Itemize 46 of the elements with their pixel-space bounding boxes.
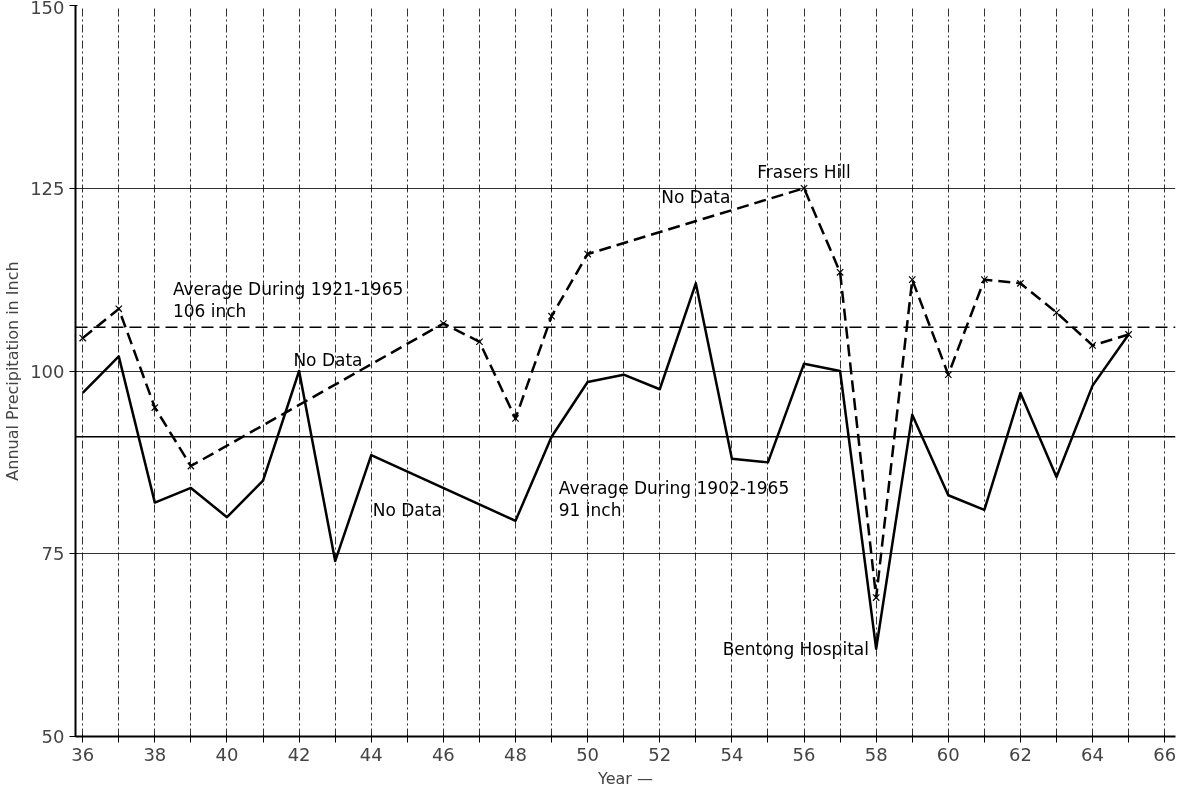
x-tick-label: 48 (504, 743, 527, 765)
x-tick-label: 38 (143, 743, 167, 765)
series-label: Bentong Hospital (722, 638, 869, 659)
y-tick-label: 75 (41, 543, 65, 565)
x-axis-title: Year — (597, 768, 653, 788)
x-tick-label: 36 (71, 743, 95, 765)
point (800, 184, 808, 193)
x-tick-label: 50 (576, 743, 600, 765)
x-tick-label: 40 (215, 743, 239, 765)
point (1124, 330, 1133, 339)
point (872, 593, 880, 602)
point (439, 319, 448, 328)
x-tick-label: 64 (1081, 743, 1104, 765)
y-tick-label: 50 (41, 726, 65, 747)
point (836, 268, 844, 277)
point (78, 334, 87, 342)
annotation: No Data (372, 499, 442, 520)
point (187, 462, 195, 470)
x-tick-label: 58 (864, 743, 888, 765)
point (547, 312, 556, 320)
x-tick-label: 60 (936, 743, 960, 765)
ref-line-label: Average During 1921-1965 106 inch (172, 279, 404, 322)
series-label: Frasers Hill (757, 162, 851, 183)
x-tick-label: 62 (1008, 743, 1032, 765)
point (908, 275, 916, 284)
x-tick-label: 56 (792, 743, 816, 765)
point (115, 305, 123, 313)
y-axis-title: Annual Precipitation in Inch (3, 261, 23, 481)
point (151, 403, 159, 412)
y-tick-label: 125 (30, 177, 65, 199)
point (475, 337, 484, 346)
point (1088, 341, 1097, 350)
point (1052, 308, 1061, 317)
ref-line-label: Average During 1902-1965 91 inch (558, 477, 790, 520)
annotation: No Data (661, 187, 731, 208)
x-tick-label: 52 (648, 743, 672, 765)
x-tick-label: 54 (720, 743, 744, 765)
y-tick-label: 150 (30, 0, 65, 18)
x-tick-label: 42 (287, 743, 311, 765)
point (1016, 279, 1025, 288)
y-tick-label: 100 (30, 360, 65, 382)
point (583, 250, 592, 258)
x-tick-label: 66 (1153, 743, 1177, 765)
x-tick-label: 44 (359, 743, 383, 765)
annotation: No Data (293, 350, 363, 371)
x-tick-label: 46 (431, 743, 455, 765)
